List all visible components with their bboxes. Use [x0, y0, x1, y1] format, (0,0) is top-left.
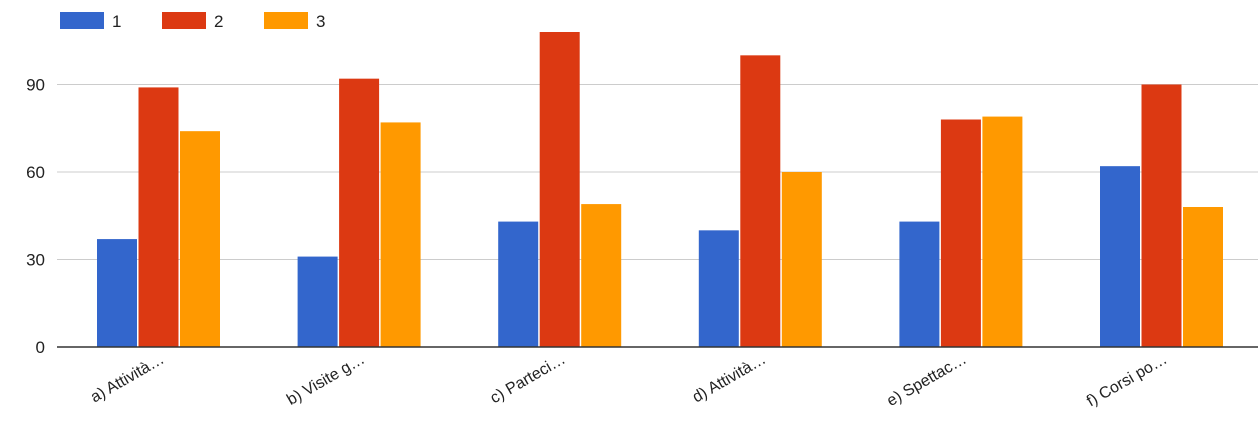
y-tick-label: 60 [26, 163, 45, 182]
bar-series-3-4 [781, 172, 822, 347]
legend-label: 2 [214, 12, 223, 31]
bar-series-2-5 [940, 119, 981, 347]
legend-swatch-3 [264, 12, 308, 29]
bar-series-3-6 [1183, 207, 1223, 347]
bar-series-2-4 [740, 55, 781, 347]
x-tick-label: f) Corsi po… [1084, 351, 1170, 411]
x-tick-label: b) Visite g… [284, 351, 368, 409]
y-tick-label: 90 [26, 76, 45, 95]
legend-label: 1 [112, 12, 121, 31]
bar-series-2-1 [138, 87, 179, 348]
bar-series-1-3 [498, 221, 539, 347]
y-tick-label: 30 [26, 251, 45, 270]
bar-series-1-6 [1100, 166, 1140, 347]
bar-series-2-3 [539, 32, 580, 347]
x-tick-label: c) Parteci… [488, 351, 569, 408]
bar-series-2-2 [339, 78, 380, 348]
legend-label: 3 [316, 12, 325, 31]
legend-swatch-2 [162, 12, 206, 29]
bar-series-1-4 [698, 230, 739, 347]
legend-swatch-1 [60, 12, 104, 29]
bar-series-3-1 [180, 131, 220, 347]
bar-series-3-3 [581, 204, 622, 347]
bar-series-1-2 [297, 256, 338, 347]
bar-series-3-5 [982, 116, 1023, 347]
x-tick-label: a) Attività… [88, 351, 167, 407]
bar-series-1-1 [97, 239, 137, 347]
bar-series-2-6 [1141, 84, 1182, 347]
x-tick-label: e) Spettac… [884, 351, 970, 410]
x-tick-label: d) Attività… [690, 351, 769, 407]
bar-series-1-5 [899, 221, 940, 347]
y-tick-label: 0 [36, 338, 45, 357]
bar-series-3-2 [380, 122, 421, 348]
